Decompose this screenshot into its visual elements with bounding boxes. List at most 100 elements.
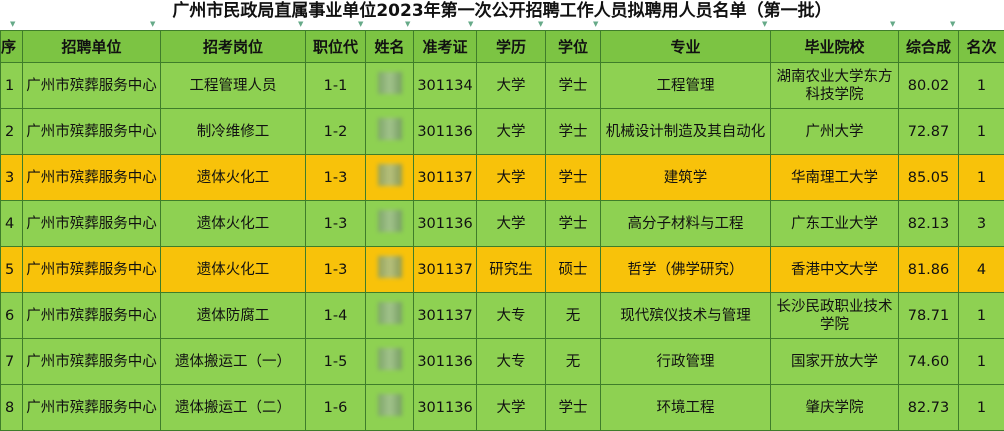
cell-rank[interactable]: 1: [959, 293, 1004, 339]
cell-post[interactable]: 遗体火化工: [161, 201, 306, 247]
column-header[interactable]: 毕业院校: [771, 31, 899, 63]
filter-dropdown-icon[interactable]: ▼: [358, 20, 363, 28]
cell-rank[interactable]: 1: [959, 339, 1004, 385]
cell-score[interactable]: 80.02: [899, 63, 959, 109]
cell-school[interactable]: 湖南农业大学东方科技学院: [771, 63, 899, 109]
column-header[interactable]: 招聘单位: [23, 31, 161, 63]
cell-no[interactable]: 2: [1, 109, 23, 155]
cell-name-redacted[interactable]: [366, 63, 414, 109]
cell-unit[interactable]: 广州市殡葬服务中心: [23, 247, 161, 293]
cell-edu[interactable]: 大学: [477, 201, 546, 247]
column-header[interactable]: 招考岗位: [161, 31, 306, 63]
cell-code[interactable]: 1-3: [306, 155, 366, 201]
cell-score[interactable]: 81.86: [899, 247, 959, 293]
column-header[interactable]: 职位代: [306, 31, 366, 63]
cell-no[interactable]: 5: [1, 247, 23, 293]
cell-score[interactable]: 72.87: [899, 109, 959, 155]
cell-code[interactable]: 1-5: [306, 339, 366, 385]
cell-post[interactable]: 遗体火化工: [161, 155, 306, 201]
cell-exam[interactable]: 301136: [414, 109, 477, 155]
cell-name-redacted[interactable]: [366, 201, 414, 247]
cell-code[interactable]: 1-1: [306, 63, 366, 109]
cell-code[interactable]: 1-2: [306, 109, 366, 155]
cell-degree[interactable]: 学士: [546, 155, 601, 201]
filter-dropdown-icon[interactable]: ▼: [538, 20, 543, 28]
cell-school[interactable]: 国家开放大学: [771, 339, 899, 385]
filter-dropdown-icon[interactable]: ▼: [10, 20, 15, 28]
cell-edu[interactable]: 大专: [477, 339, 546, 385]
cell-edu[interactable]: 大学: [477, 109, 546, 155]
cell-school[interactable]: 华南理工大学: [771, 155, 899, 201]
filter-dropdown-icon[interactable]: ▼: [298, 20, 303, 28]
cell-post[interactable]: 遗体搬运工（一）: [161, 339, 306, 385]
column-header[interactable]: 准考证: [414, 31, 477, 63]
cell-post[interactable]: 制冷维修工: [161, 109, 306, 155]
cell-major[interactable]: 哲学（佛学研究）: [601, 247, 771, 293]
cell-exam[interactable]: 301137: [414, 293, 477, 339]
cell-degree[interactable]: 无: [546, 293, 601, 339]
cell-degree[interactable]: 学士: [546, 63, 601, 109]
cell-no[interactable]: 3: [1, 155, 23, 201]
cell-edu[interactable]: 研究生: [477, 247, 546, 293]
cell-exam[interactable]: 301134: [414, 63, 477, 109]
cell-degree[interactable]: 学士: [546, 109, 601, 155]
cell-unit[interactable]: 广州市殡葬服务中心: [23, 63, 161, 109]
cell-no[interactable]: 1: [1, 63, 23, 109]
cell-edu[interactable]: 大学: [477, 63, 546, 109]
cell-post[interactable]: 遗体火化工: [161, 247, 306, 293]
cell-score[interactable]: 82.13: [899, 201, 959, 247]
cell-degree[interactable]: 学士: [546, 201, 601, 247]
cell-major[interactable]: 行政管理: [601, 339, 771, 385]
cell-rank[interactable]: 1: [959, 109, 1004, 155]
cell-no[interactable]: 7: [1, 339, 23, 385]
cell-name-redacted[interactable]: [366, 155, 414, 201]
cell-school[interactable]: 广州大学: [771, 109, 899, 155]
cell-exam[interactable]: 301137: [414, 247, 477, 293]
cell-code[interactable]: 1-3: [306, 201, 366, 247]
filter-dropdown-icon[interactable]: ▼: [890, 20, 895, 28]
cell-rank[interactable]: 3: [959, 201, 1004, 247]
filter-dropdown-icon[interactable]: ▼: [950, 20, 955, 28]
filter-dropdown-icon[interactable]: ▼: [593, 20, 598, 28]
column-header[interactable]: 学位: [546, 31, 601, 63]
cell-degree[interactable]: 无: [546, 339, 601, 385]
column-header[interactable]: 序: [1, 31, 23, 63]
column-header[interactable]: 综合成: [899, 31, 959, 63]
cell-edu[interactable]: 大专: [477, 293, 546, 339]
cell-major[interactable]: 现代殡仪技术与管理: [601, 293, 771, 339]
cell-score[interactable]: 85.05: [899, 155, 959, 201]
cell-no[interactable]: 4: [1, 201, 23, 247]
cell-unit[interactable]: 广州市殡葬服务中心: [23, 109, 161, 155]
cell-school[interactable]: 广东工业大学: [771, 201, 899, 247]
filter-dropdown-icon[interactable]: ▼: [150, 20, 155, 28]
cell-post[interactable]: 工程管理人员: [161, 63, 306, 109]
filter-dropdown-icon[interactable]: ▼: [762, 20, 767, 28]
cell-school[interactable]: 香港中文大学: [771, 247, 899, 293]
cell-school[interactable]: 长沙民政职业技术学院: [771, 293, 899, 339]
cell-name-redacted[interactable]: [366, 247, 414, 293]
cell-unit[interactable]: 广州市殡葬服务中心: [23, 155, 161, 201]
column-header[interactable]: 姓名: [366, 31, 414, 63]
cell-unit[interactable]: 广州市殡葬服务中心: [23, 201, 161, 247]
cell-rank[interactable]: 1: [959, 155, 1004, 201]
cell-no[interactable]: 6: [1, 293, 23, 339]
cell-rank[interactable]: 4: [959, 247, 1004, 293]
cell-major[interactable]: 建筑学: [601, 155, 771, 201]
filter-dropdown-icon[interactable]: ▼: [468, 20, 473, 28]
cell-score[interactable]: 74.60: [899, 339, 959, 385]
cell-name-redacted[interactable]: [366, 339, 414, 385]
cell-exam[interactable]: 301136: [414, 201, 477, 247]
column-header[interactable]: 名次: [959, 31, 1004, 63]
cell-major[interactable]: 机械设计制造及其自动化: [601, 109, 771, 155]
cell-name-redacted[interactable]: [366, 109, 414, 155]
cell-unit[interactable]: 广州市殡葬服务中心: [23, 339, 161, 385]
cell-post[interactable]: 遗体防腐工: [161, 293, 306, 339]
cell-code[interactable]: 1-4: [306, 293, 366, 339]
column-header[interactable]: 学历: [477, 31, 546, 63]
cell-edu[interactable]: 大学: [477, 155, 546, 201]
cell-rank[interactable]: 1: [959, 63, 1004, 109]
filter-dropdown-icon[interactable]: ▼: [405, 20, 410, 28]
cell-exam[interactable]: 301137: [414, 155, 477, 201]
cell-score[interactable]: 78.71: [899, 293, 959, 339]
column-header[interactable]: 专业: [601, 31, 771, 63]
